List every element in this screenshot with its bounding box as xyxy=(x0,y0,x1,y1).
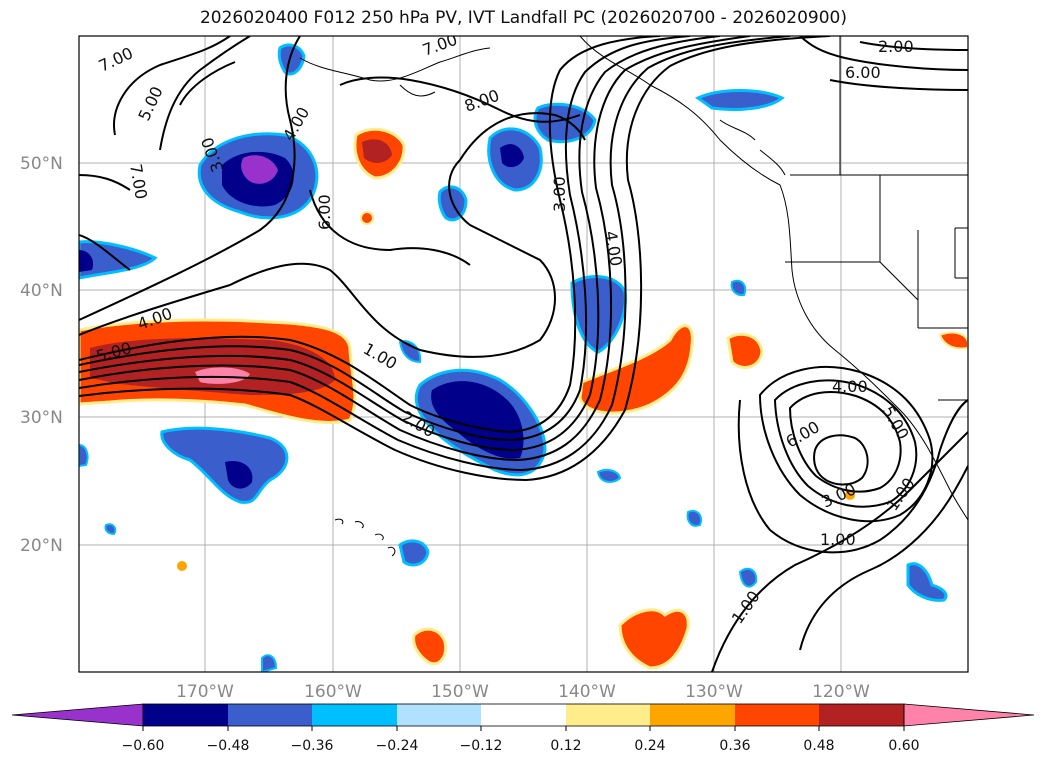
lon-label: 160°W xyxy=(304,682,362,702)
colorbar-segment xyxy=(397,704,481,726)
colorbar-segment xyxy=(735,704,819,726)
colorbar-tick-label: −0.36 xyxy=(291,738,334,754)
lon-label: 150°W xyxy=(431,682,489,702)
state-borders xyxy=(785,36,968,401)
contour-label: 1.00 xyxy=(820,530,856,549)
longitude-labels: 170°W 160°W 150°W 140°W 130°W 120°W xyxy=(176,682,870,702)
colorbar: −0.60 −0.48 −0.36 −0.24 −0.12 0.12 0.24 … xyxy=(11,703,1035,754)
colorbar-tick-label: −0.48 xyxy=(207,738,250,754)
lat-label: 20°N xyxy=(20,536,63,556)
colorbar-segment xyxy=(228,704,312,726)
lon-label: 170°W xyxy=(176,682,234,702)
contour-label: 4.00 xyxy=(832,377,868,396)
contour-label: 3.00 xyxy=(550,176,569,212)
colorbar-segment xyxy=(819,704,904,726)
contour-label: 2.00 xyxy=(878,37,914,56)
colorbar-tick-label: 0.12 xyxy=(550,738,581,754)
colorbar-extend-low xyxy=(11,703,144,727)
lat-label: 50°N xyxy=(20,154,63,174)
positive-pv-anomaly xyxy=(79,127,968,670)
colorbar-tick-label: 0.60 xyxy=(888,738,919,754)
lon-label: 140°W xyxy=(558,682,616,702)
lon-label: 120°W xyxy=(812,682,870,702)
colorbar-tick-label: −0.24 xyxy=(376,738,419,754)
lat-label: 40°N xyxy=(20,281,63,301)
lon-label: 130°W xyxy=(685,682,743,702)
colorbar-segment xyxy=(143,704,228,726)
latitude-labels: 50°N 40°N 30°N 20°N xyxy=(20,154,63,556)
colorbar-tick-label: 0.48 xyxy=(803,738,834,754)
colorbar-tick-label: −0.60 xyxy=(122,738,165,754)
colorbar-segment xyxy=(312,704,397,726)
map-title: 2026020400 F012 250 hPa PV, IVT Landfall… xyxy=(199,8,847,28)
lat-label: 30°N xyxy=(20,408,63,428)
map-frame xyxy=(78,35,969,673)
colorbar-tick-label: 0.36 xyxy=(719,738,750,754)
colorbar-tick-label: 0.24 xyxy=(634,738,665,754)
colorbar-segment xyxy=(566,704,650,726)
contour-label: 6.00 xyxy=(315,194,334,230)
colorbar-tick-labels: −0.60 −0.48 −0.36 −0.24 −0.12 0.12 0.24 … xyxy=(122,738,920,754)
colorbar-ticks xyxy=(142,726,905,731)
colorbar-segment xyxy=(650,704,735,726)
ivt-contours xyxy=(79,36,968,672)
colorbar-tick-label: −0.12 xyxy=(460,738,503,754)
colorbar-outline xyxy=(142,703,905,727)
colorbar-extend-high xyxy=(903,703,1035,727)
contour-label: 6.00 xyxy=(845,63,881,82)
colorbar-segment xyxy=(481,704,566,726)
coastlines xyxy=(299,36,968,557)
